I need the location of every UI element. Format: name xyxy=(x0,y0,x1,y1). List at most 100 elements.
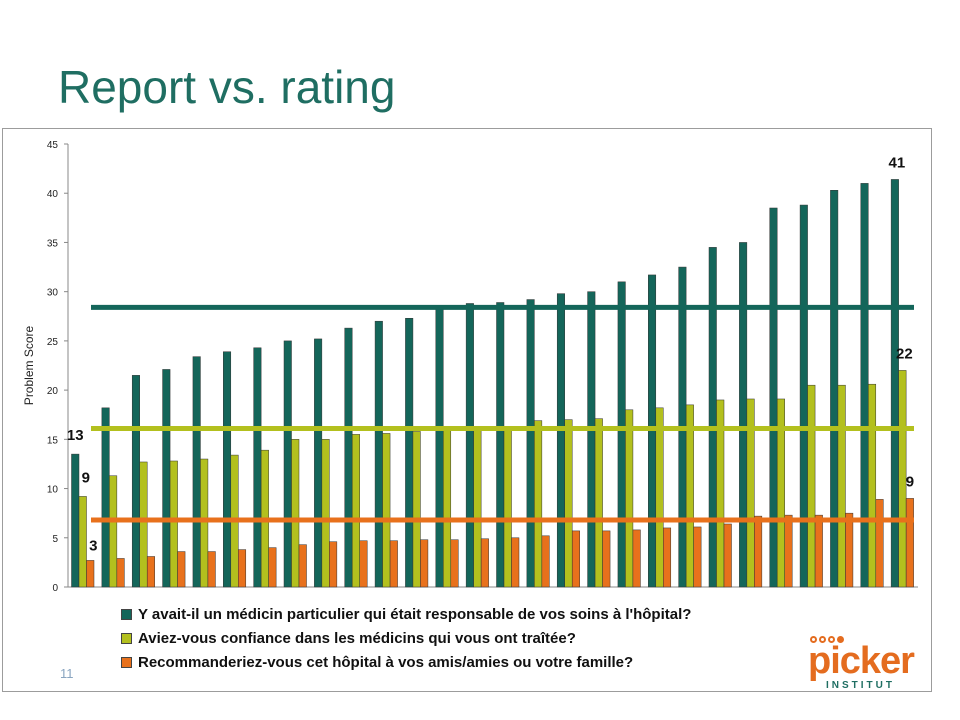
bar-series-3 xyxy=(86,560,95,588)
bar-series-1 xyxy=(283,340,292,588)
bar-series-3 xyxy=(298,544,307,588)
bar-series-2 xyxy=(473,429,482,588)
data-label: 3 xyxy=(89,537,97,554)
bar-series-3 xyxy=(571,530,580,588)
bar-series-1 xyxy=(556,293,565,588)
bar-series-2 xyxy=(109,475,118,588)
y-tick-label: 30 xyxy=(47,288,59,299)
bar-series-3 xyxy=(116,558,125,588)
bar-series-1 xyxy=(617,281,626,588)
y-tick-label: 10 xyxy=(47,485,59,496)
legend-swatch-series-3 xyxy=(121,656,132,668)
y-axis-title: Problem Score xyxy=(22,325,36,405)
bar-series-2 xyxy=(898,370,907,588)
bar-series-2 xyxy=(716,399,725,588)
bar-series-2 xyxy=(503,427,512,588)
bar-series-1 xyxy=(769,207,778,588)
bar-series-3 xyxy=(541,535,550,588)
bar-series-3 xyxy=(450,539,459,588)
bar-series-3 xyxy=(905,498,914,588)
legend-label-series-1: Y avait-il un médicin particulier qui ét… xyxy=(138,605,692,623)
bar-series-1 xyxy=(374,320,383,588)
bar-series-1 xyxy=(223,351,232,588)
bar-series-1 xyxy=(314,338,323,588)
data-label: 41 xyxy=(889,154,906,171)
bar-series-2 xyxy=(200,458,209,588)
bar-series-3 xyxy=(693,526,702,588)
data-label: 13 xyxy=(67,427,84,444)
legend-swatch-series-1 xyxy=(121,608,132,620)
y-tick-label: 40 xyxy=(47,189,59,200)
bar-series-2 xyxy=(776,398,785,588)
bar-series-2 xyxy=(837,384,846,588)
bar-series-1 xyxy=(253,347,262,588)
bar-series-3 xyxy=(480,538,489,588)
bar-series-3 xyxy=(146,556,155,588)
bar-series-2 xyxy=(746,398,755,588)
bar-series-1 xyxy=(890,179,899,588)
bar-series-3 xyxy=(602,530,611,588)
slide-number: 11 xyxy=(60,666,74,681)
bar-series-2 xyxy=(169,460,178,588)
bar-series-2 xyxy=(291,439,300,588)
bar-series-2 xyxy=(564,419,573,588)
bar-series-3 xyxy=(207,551,216,588)
bar-series-1 xyxy=(496,302,505,588)
bar-series-1 xyxy=(192,356,201,588)
bar-series-3 xyxy=(632,529,641,588)
bar-series-1 xyxy=(344,327,353,588)
bar-series-1 xyxy=(860,183,869,588)
bar-series-1 xyxy=(435,306,444,588)
data-label: 22 xyxy=(896,345,913,362)
bar-series-3 xyxy=(359,540,368,588)
y-tick-label: 45 xyxy=(47,140,59,151)
legend-item-series-2: Aviez-vous confiance dans les médicins q… xyxy=(121,626,691,650)
bar-series-1 xyxy=(101,407,110,588)
bar-series-1 xyxy=(830,190,839,588)
data-label: 9 xyxy=(82,469,90,486)
bar-series-3 xyxy=(420,539,429,588)
bar-series-1 xyxy=(162,369,171,588)
legend-label-series-2: Aviez-vous confiance dans les médicins q… xyxy=(138,629,576,647)
bar-series-3 xyxy=(389,540,398,588)
y-tick-label: 35 xyxy=(47,238,59,249)
bar-series-2 xyxy=(534,420,543,588)
bar-series-3 xyxy=(784,514,793,588)
bar-series-3 xyxy=(875,499,884,588)
bar-series-3 xyxy=(845,512,854,588)
legend-item-series-1: Y avait-il un médicin particulier qui ét… xyxy=(121,602,691,626)
bar-series-3 xyxy=(329,541,338,588)
bar-series-1 xyxy=(739,242,748,588)
bar-series-1 xyxy=(587,291,596,588)
chart-frame: 0 5 10 15 20 25 30 35 40 45 Problem Score 13 41 9 22 3 9… xyxy=(2,128,932,692)
bar-series-3 xyxy=(268,547,277,588)
bar-series-1 xyxy=(465,303,474,588)
data-label: 9 xyxy=(906,473,914,490)
bar-series-2 xyxy=(868,383,877,588)
bar-series-1 xyxy=(526,299,535,588)
legend-swatch-series-2 xyxy=(121,632,132,644)
bar-series-2 xyxy=(382,433,391,588)
bar-series-3 xyxy=(177,551,186,588)
bar-series-1 xyxy=(405,317,414,588)
bar-series-2 xyxy=(807,384,816,588)
chart-legend: Y avait-il un médicin particulier qui ét… xyxy=(121,602,691,674)
bar-series-2 xyxy=(78,496,87,588)
y-tick-label: 5 xyxy=(52,534,58,545)
logo-wordmark: picker xyxy=(808,640,915,682)
bar-chart: 0 5 10 15 20 25 30 35 40 45 Problem Score 13 41 9 22 3 9 xyxy=(22,140,918,594)
bar-series-1 xyxy=(131,375,140,588)
bar-series-2 xyxy=(139,461,148,588)
y-tick-label: 15 xyxy=(47,435,59,446)
bar-series-3 xyxy=(663,527,672,588)
legend-item-series-3: Recommanderiez-vous cet hôpital à vos am… xyxy=(121,650,691,674)
y-tick-label: 0 xyxy=(52,583,58,594)
bar-series-3 xyxy=(723,523,732,588)
bar-series-2 xyxy=(594,418,603,588)
y-tick-label: 20 xyxy=(47,386,59,397)
bar-series-3 xyxy=(814,514,823,588)
bar-series-2 xyxy=(685,404,694,588)
bar-series-2 xyxy=(443,430,452,588)
legend-label-series-3: Recommanderiez-vous cet hôpital à vos am… xyxy=(138,653,634,671)
slide-title: Report vs. rating xyxy=(58,61,396,113)
